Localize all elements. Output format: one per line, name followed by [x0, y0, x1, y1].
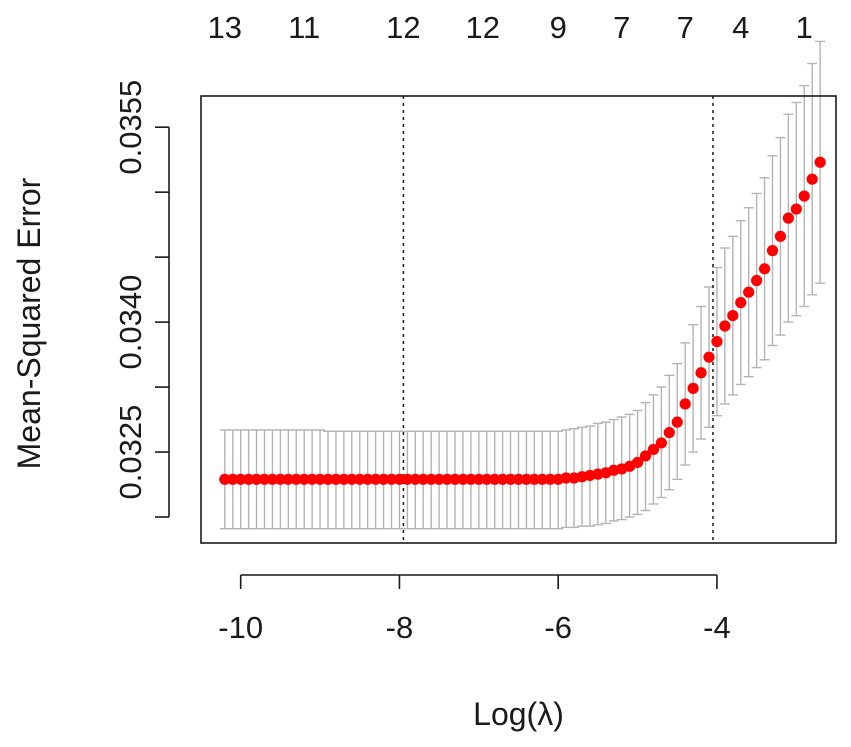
- mse-point: [663, 426, 675, 439]
- mse-point: [560, 472, 572, 484]
- reference-lines: [402, 96, 714, 543]
- mse-point: [449, 473, 461, 485]
- top-count-label: 7: [613, 10, 630, 45]
- mse-points: [219, 156, 826, 485]
- mse-point: [330, 473, 342, 485]
- mse-point: [489, 473, 501, 485]
- mse-point: [814, 156, 826, 168]
- mse-point: [719, 320, 731, 332]
- mse-point: [798, 190, 810, 202]
- error-bars: [219, 40, 826, 530]
- mse-point: [425, 473, 437, 485]
- mse-point: [385, 473, 398, 485]
- y-axis: 0.0325 0.0340 0.0355: [113, 80, 170, 518]
- top-count-label: 1: [796, 10, 813, 45]
- plot-frame: [200, 95, 837, 544]
- mse-point: [536, 473, 548, 485]
- mse-point: [774, 230, 787, 242]
- mse-point: [441, 473, 453, 485]
- mse-point: [743, 286, 755, 298]
- mse-point: [758, 263, 771, 275]
- mse-point: [504, 473, 517, 485]
- top-count-label: 12: [386, 10, 420, 45]
- mse-point: [219, 473, 231, 485]
- mse-point: [243, 473, 255, 485]
- mse-point: [465, 473, 477, 485]
- x-tick-label: -8: [386, 610, 414, 645]
- x-tick-label: -6: [544, 610, 572, 645]
- mse-point: [647, 443, 660, 456]
- mse-point: [235, 473, 247, 485]
- mse-point: [806, 173, 818, 185]
- mse-point: [377, 473, 390, 485]
- mse-point: [631, 456, 644, 469]
- mse-point: [338, 473, 350, 485]
- mse-point: [322, 473, 334, 485]
- top-count-label: 11: [288, 10, 320, 45]
- top-axis-nonzero-counts: 13 11 12 12 9 7 7 4 1: [208, 10, 813, 45]
- top-count-label: 4: [732, 10, 749, 45]
- x-axis-title: Log(λ): [473, 696, 564, 732]
- mse-point: [735, 297, 747, 309]
- x-axis: -10 -8 -6 -4: [218, 574, 731, 645]
- mse-point: [790, 203, 802, 215]
- y-tick-label: 0.0340: [113, 275, 148, 370]
- mse-point: [655, 437, 667, 449]
- mse-point: [282, 473, 294, 485]
- mse-point: [639, 450, 652, 462]
- mse-point: [258, 473, 271, 485]
- top-count-label: 7: [677, 10, 694, 45]
- mse-point: [782, 212, 794, 224]
- mse-point: [227, 473, 239, 485]
- top-count-label: 9: [550, 10, 567, 45]
- mse-point: [766, 245, 779, 257]
- mse-point: [687, 382, 699, 394]
- top-count-label: 13: [208, 10, 242, 45]
- mse-point: [457, 473, 469, 485]
- x-tick-label: -10: [218, 610, 263, 645]
- mse-point: [306, 473, 318, 485]
- mse-point: [497, 473, 509, 485]
- mse-point: [711, 335, 723, 348]
- mse-point: [695, 367, 707, 379]
- mse-point: [727, 310, 739, 322]
- mse-point: [473, 473, 485, 485]
- mse-point: [370, 473, 382, 485]
- top-count-label: 12: [466, 10, 500, 45]
- x-tick-label: -4: [703, 610, 731, 645]
- mse-point: [354, 473, 366, 485]
- y-tick-label: 0.0325: [113, 405, 148, 500]
- mse-point: [512, 473, 525, 485]
- mse-point: [481, 473, 493, 485]
- mse-point: [298, 473, 310, 485]
- mse-point: [250, 473, 263, 485]
- mse-point: [314, 473, 326, 485]
- mse-point: [362, 473, 374, 485]
- mse-point: [520, 473, 533, 485]
- mse-point: [751, 274, 763, 287]
- mse-point: [544, 473, 556, 485]
- mse-point: [433, 473, 445, 485]
- y-axis-title: Mean-Squared Error: [11, 177, 47, 469]
- mse-point: [703, 351, 715, 363]
- mse-point: [671, 416, 683, 428]
- mse-point: [409, 473, 421, 485]
- mse-point: [679, 398, 691, 410]
- mse-point: [346, 473, 358, 485]
- mse-point: [417, 473, 429, 485]
- y-tick-label: 0.0355: [113, 80, 148, 175]
- mse-point: [290, 473, 302, 485]
- mse-point: [274, 473, 286, 485]
- mse-point: [401, 473, 413, 485]
- mse-point: [393, 473, 406, 485]
- mse-point: [266, 473, 279, 485]
- mse-point: [528, 473, 540, 485]
